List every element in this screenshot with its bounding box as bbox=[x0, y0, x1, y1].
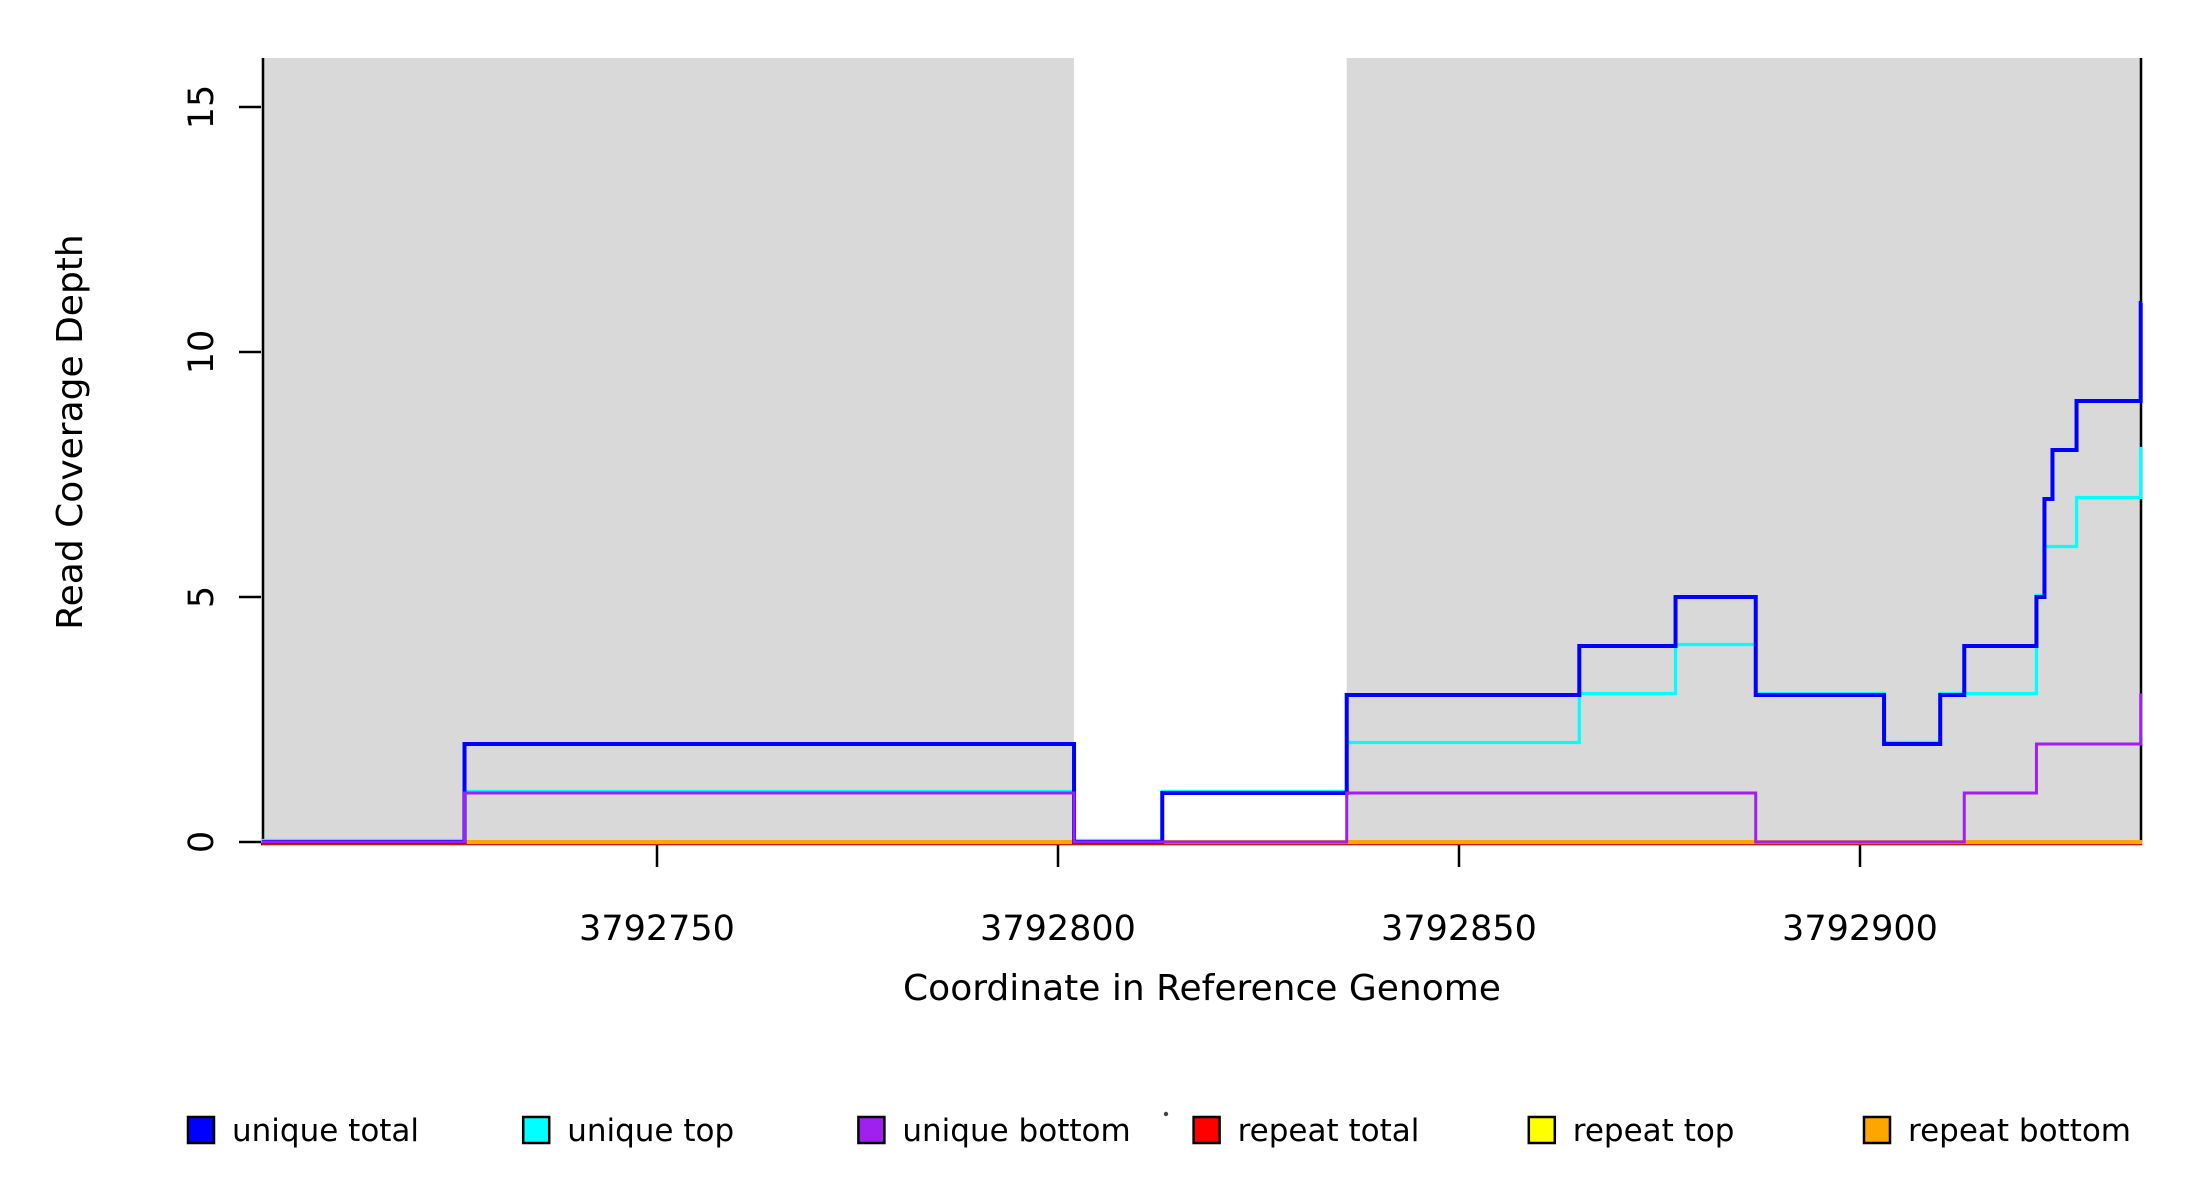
series-line-unique-total bbox=[261, 301, 2143, 844]
x-tick-label: 3792850 bbox=[1381, 909, 1537, 949]
legend-swatch bbox=[1192, 1115, 1221, 1145]
legend-label: repeat bottom bbox=[1908, 1113, 2131, 1149]
legend-swatch bbox=[857, 1115, 886, 1145]
legend-item-unique-top: unique top bbox=[521, 1113, 734, 1149]
legend-item-repeat-top: repeat top bbox=[1527, 1113, 1735, 1149]
repeat-region-rect bbox=[1346, 58, 2143, 842]
legend-swatch bbox=[186, 1115, 216, 1145]
legend-item-unique-bottom: unique bottom bbox=[857, 1113, 1131, 1149]
legend-label: unique top bbox=[567, 1113, 734, 1149]
legend-item-repeat-total: repeat total bbox=[1192, 1113, 1420, 1149]
x-tick-label: 3792900 bbox=[1782, 909, 1938, 949]
legend-swatch bbox=[1862, 1115, 1892, 1145]
legend-swatch bbox=[521, 1115, 551, 1145]
y-axis-title: Read Coverage Depth bbox=[50, 234, 91, 629]
legend-item-unique-total: unique total bbox=[186, 1113, 419, 1149]
legend-label: repeat total bbox=[1238, 1113, 1420, 1149]
series-line-unique-bottom bbox=[261, 693, 2143, 844]
y-tick-label: 10 bbox=[182, 330, 222, 375]
legend-label: unique total bbox=[232, 1113, 419, 1149]
stray-dot bbox=[1163, 1111, 1169, 1117]
legend-label: repeat top bbox=[1573, 1113, 1735, 1149]
legend-swatch bbox=[1527, 1115, 1557, 1145]
x-tick-label: 3792800 bbox=[980, 909, 1136, 949]
y-tick-label: 5 bbox=[182, 586, 222, 608]
legend: unique total unique top unique bottom repea… bbox=[186, 1111, 2131, 1149]
coverage-series bbox=[261, 301, 2143, 845]
repeat-region-rect bbox=[261, 58, 1075, 842]
x-tick-label: 3792750 bbox=[579, 909, 735, 949]
x-axis-title: Coordinate in Reference Genome bbox=[903, 968, 1501, 1009]
legend-item-repeat-bottom: repeat bottom bbox=[1862, 1113, 2131, 1149]
legend-label: unique bottom bbox=[902, 1113, 1130, 1149]
repeat-region-shading bbox=[261, 58, 2143, 842]
axes: 3792750 3792800 3792850 3792900 0 5 10 15 bbox=[182, 58, 2143, 949]
y-tick-label: 0 bbox=[182, 831, 222, 853]
y-tick-label: 15 bbox=[182, 85, 222, 130]
